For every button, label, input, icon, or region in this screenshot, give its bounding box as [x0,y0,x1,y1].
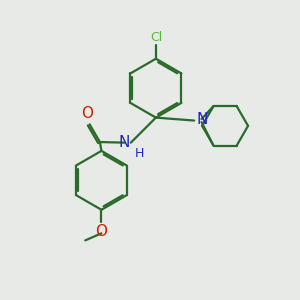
Text: O: O [95,224,107,238]
Text: H: H [134,147,144,160]
Text: N: N [118,135,129,150]
Text: N: N [196,112,208,127]
Text: Cl: Cl [150,31,162,44]
Text: O: O [81,106,93,121]
